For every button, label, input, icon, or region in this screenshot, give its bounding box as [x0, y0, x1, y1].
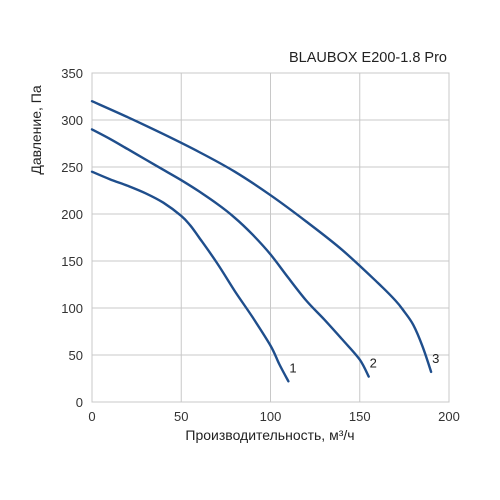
y-tick-label: 100 [61, 301, 83, 316]
y-tick-label: 250 [61, 160, 83, 175]
y-tick-label: 200 [61, 207, 83, 222]
grid [91, 72, 450, 403]
curve-line-1 [90, 170, 290, 383]
y-tick-label: 0 [76, 395, 83, 410]
y-axis-label: Давление, Па [28, 85, 44, 175]
chart-title: BLAUBOX E200-1.8 Pro [289, 50, 447, 66]
x-tick-label: 200 [438, 409, 460, 424]
x-tick-label: 100 [260, 409, 282, 424]
x-tick-label: 150 [349, 409, 371, 424]
curve-line-2 [90, 128, 370, 378]
curve-line-3 [90, 100, 433, 374]
y-tick-label: 150 [61, 254, 83, 269]
curves: 1 2 3 [90, 100, 439, 383]
axes: 0 50 100 150 200 0 50 100 150 200 250 300 350 [61, 66, 460, 424]
curve-label-2: 2 [370, 356, 377, 371]
y-tick-label: 350 [61, 66, 83, 81]
y-tick-label: 300 [61, 113, 83, 128]
y-tick-label: 50 [69, 348, 83, 363]
x-tick-label: 0 [88, 409, 95, 424]
x-axis-label: Производительность, м³/ч [185, 427, 354, 443]
curve-label-1: 1 [289, 360, 296, 375]
x-tick-label: 50 [174, 409, 188, 424]
plot-frame [91, 72, 450, 403]
curve-label-3: 3 [432, 351, 439, 366]
